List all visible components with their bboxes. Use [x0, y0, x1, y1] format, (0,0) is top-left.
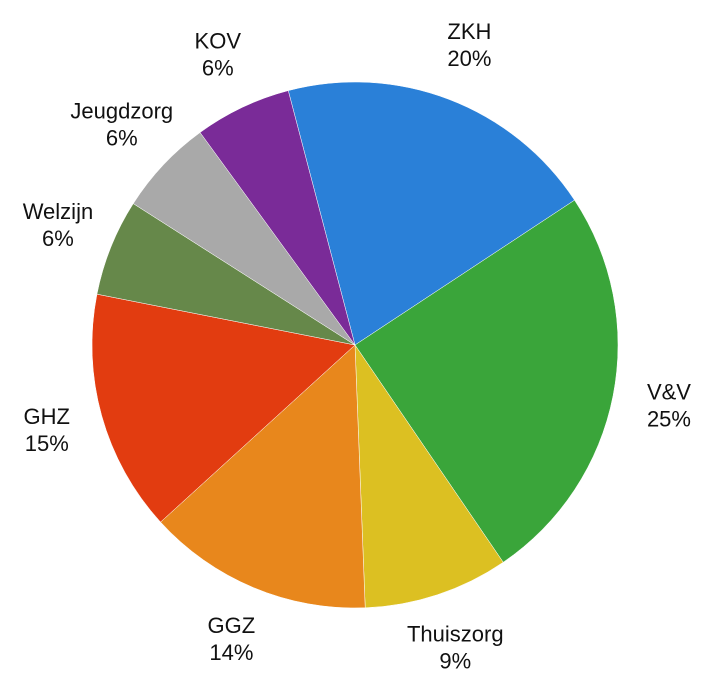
pie-slice: [160, 344, 366, 609]
pie-slice: [354, 199, 619, 563]
slice-label: GGZ: [208, 613, 256, 638]
slice-label: KOV: [195, 29, 242, 54]
slice-value: 6%: [202, 56, 234, 81]
slice-label: Welzijn: [23, 199, 94, 224]
slice-value: 14%: [209, 640, 253, 665]
pie-slice: [287, 81, 575, 346]
slice-value: 6%: [106, 126, 138, 151]
pie-slice: [91, 293, 356, 523]
pie-slice: [199, 90, 356, 346]
pie-slice: [354, 344, 504, 609]
slice-value: 25%: [647, 407, 691, 432]
slice-label: V&V: [647, 380, 691, 405]
slice-value: 15%: [25, 431, 69, 456]
slice-label: ZKH: [447, 19, 491, 44]
slice-value: 6%: [42, 226, 74, 251]
slice-label: Thuiszorg: [407, 622, 504, 647]
slice-label: GHZ: [24, 404, 70, 429]
slice-value: 9%: [439, 649, 471, 674]
slice-value: 20%: [447, 46, 491, 71]
slice-label: Jeugdzorg: [70, 99, 173, 124]
